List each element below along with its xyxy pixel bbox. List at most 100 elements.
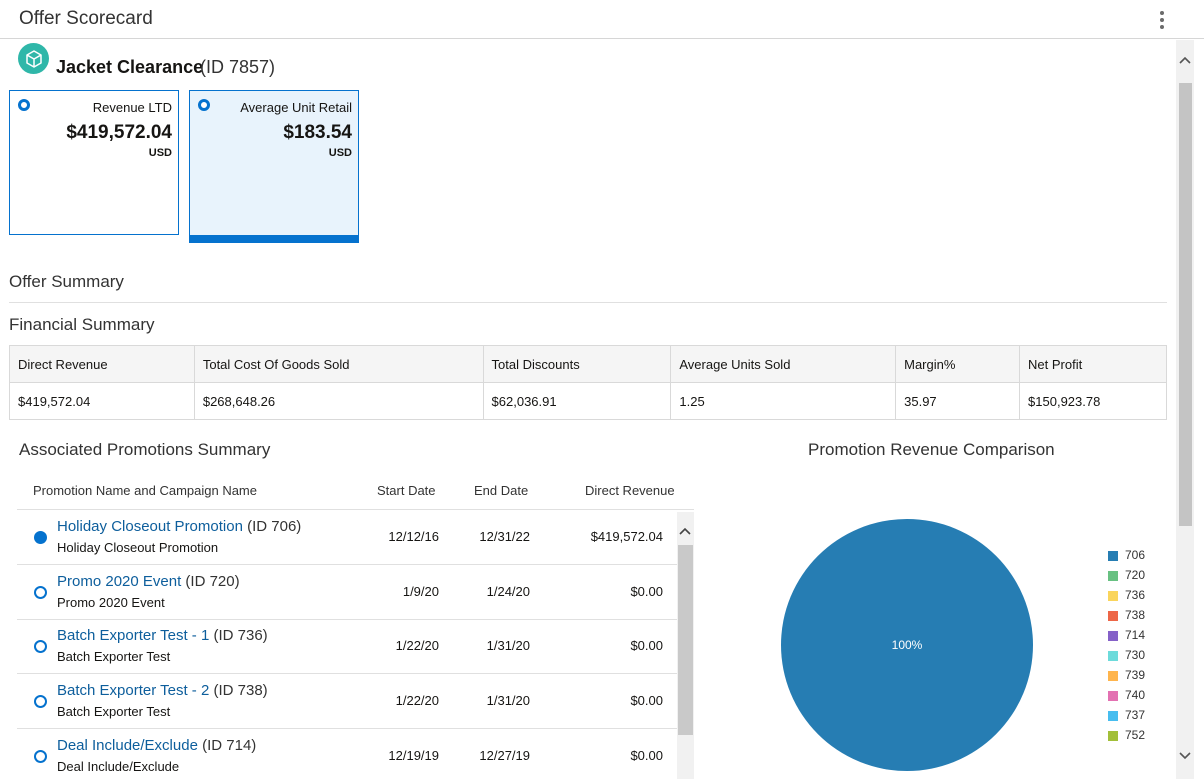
- offer-id: (ID 7857): [200, 57, 276, 77]
- end-date: 12/31/22: [479, 529, 530, 544]
- table-cell: $419,572.04: [9, 382, 195, 420]
- legend-label: 737: [1125, 708, 1146, 722]
- start-date: 12/12/16: [388, 529, 439, 544]
- slice-data-label: 100%: [892, 638, 923, 652]
- financial-summary-table: Direct Revenue Total Cost Of Goods Sold …: [9, 345, 1167, 420]
- row-radio[interactable]: [34, 695, 47, 708]
- table-cell: $62,036.91: [482, 382, 672, 420]
- legend-label: 720: [1125, 568, 1146, 582]
- column-header: Margin%: [895, 345, 1021, 383]
- list-scroll-up-icon[interactable]: [678, 523, 692, 541]
- end-date: 12/27/19: [479, 748, 530, 763]
- row-radio[interactable]: [34, 531, 47, 544]
- campaign-name: Holiday Closeout Promotion: [57, 540, 219, 555]
- promotion-id: (ID 720): [185, 573, 240, 590]
- row-radio[interactable]: [34, 750, 47, 763]
- table-row: $419,572.04 $268,648.26 $62,036.91 1.25 …: [9, 382, 1167, 420]
- promotions-scroll-thumb[interactable]: [678, 545, 693, 735]
- direct-revenue: $419,572.04: [590, 529, 663, 544]
- list-item[interactable]: Batch Exporter Test - 1 (ID 736) Batch E…: [17, 619, 677, 674]
- end-date: 1/31/20: [486, 693, 530, 708]
- column-header: Total Cost Of Goods Sold: [193, 345, 484, 383]
- legend-label: 714: [1125, 628, 1146, 642]
- legend-swatch: [1108, 571, 1118, 581]
- legend-label: 736: [1125, 588, 1146, 602]
- table-cell: $150,923.78: [1019, 382, 1167, 420]
- legend-label: 738: [1125, 608, 1146, 622]
- direct-revenue: $0.00: [630, 584, 663, 599]
- list-item[interactable]: Promo 2020 Event (ID 720) Promo 2020 Eve…: [17, 565, 677, 620]
- metric-tile-average-unit-retail[interactable]: Average Unit Retail $183.54 USD: [189, 90, 359, 243]
- table-cell: 35.97: [895, 382, 1021, 420]
- end-date: 1/24/20: [486, 584, 530, 599]
- tile-value: $183.54: [283, 122, 352, 143]
- tile-radio[interactable]: [198, 99, 210, 111]
- promotion-name-link[interactable]: Promo 2020 Event: [57, 573, 182, 590]
- legend-swatch: [1108, 711, 1118, 721]
- page-title: Offer Scorecard: [19, 8, 153, 29]
- legend-label: 730: [1125, 648, 1146, 662]
- column-header: Total Discounts: [482, 345, 672, 383]
- chart-title: Promotion Revenue Comparison: [808, 440, 1055, 459]
- direct-revenue: $0.00: [630, 693, 663, 708]
- promotion-id: (ID 706): [247, 518, 302, 535]
- kebab-icon[interactable]: [1152, 9, 1172, 31]
- direct-revenue: $0.00: [630, 638, 663, 653]
- promotion-id: (ID 738): [213, 682, 268, 699]
- list-item[interactable]: Batch Exporter Test - 2 (ID 738) Batch E…: [17, 674, 677, 729]
- promotion-title: Batch Exporter Test - 1 (ID 736): [57, 627, 268, 644]
- promotion-id: (ID 714): [202, 737, 257, 754]
- table-header-row: Direct Revenue Total Cost Of Goods Sold …: [9, 345, 1167, 383]
- start-date: 1/22/20: [395, 693, 439, 708]
- promotion-title: Batch Exporter Test - 2 (ID 738): [57, 682, 268, 699]
- tile-currency: USD: [148, 147, 172, 159]
- column-header: Net Profit: [1019, 345, 1167, 383]
- direct-revenue: $0.00: [630, 748, 663, 763]
- page-scroll-thumb[interactable]: [1179, 83, 1192, 526]
- tile-label: Revenue LTD: [92, 100, 172, 115]
- row-radio[interactable]: [34, 640, 47, 653]
- tile-value: $419,572.04: [66, 122, 172, 143]
- list-item[interactable]: Deal Include/Exclude (ID 714) Deal Inclu…: [17, 729, 677, 779]
- legend-swatch: [1108, 671, 1118, 681]
- promotion-name-link[interactable]: Deal Include/Exclude: [57, 737, 198, 754]
- tile-currency: USD: [328, 147, 352, 159]
- campaign-name: Batch Exporter Test: [57, 704, 171, 719]
- column-header-name: Promotion Name and Campaign Name: [33, 483, 257, 498]
- metric-tile-revenue-ltd[interactable]: Revenue LTD $419,572.04 USD: [9, 90, 179, 235]
- header-divider: [17, 509, 694, 510]
- legend-swatch: [1108, 631, 1118, 641]
- start-date: 1/22/20: [395, 638, 439, 653]
- column-header-end-date: End Date: [474, 483, 529, 498]
- end-date: 1/31/20: [486, 638, 530, 653]
- promotion-title: Promo 2020 Event (ID 720): [57, 573, 240, 590]
- legend-swatch: [1108, 651, 1118, 661]
- promotion-name-link[interactable]: Batch Exporter Test - 2: [57, 682, 210, 699]
- page-header: Offer Scorecard: [0, 0, 1204, 39]
- legend-label: 706: [1125, 548, 1146, 562]
- table-cell: 1.25: [670, 382, 897, 420]
- financial-summary-heading: Financial Summary: [9, 315, 155, 334]
- promotion-name-link[interactable]: Holiday Closeout Promotion: [57, 518, 243, 535]
- scroll-down-icon[interactable]: [1176, 746, 1194, 766]
- tile-label: Average Unit Retail: [240, 100, 352, 115]
- row-radio[interactable]: [34, 586, 47, 599]
- legend-swatch: [1108, 731, 1118, 741]
- promotion-name-link[interactable]: Batch Exporter Test - 1: [57, 627, 210, 644]
- legend-label: 752: [1125, 728, 1146, 742]
- legend-label: 740: [1125, 688, 1146, 702]
- pie-slice-706[interactable]: [781, 519, 1033, 771]
- start-date: 1/9/20: [402, 584, 439, 599]
- offer-name: Jacket Clearance: [56, 57, 204, 77]
- legend-swatch: [1108, 691, 1118, 701]
- column-header: Average Units Sold: [670, 345, 897, 383]
- tile-radio[interactable]: [18, 99, 30, 111]
- campaign-name: Batch Exporter Test: [57, 649, 171, 664]
- list-item[interactable]: Holiday Closeout Promotion (ID 706) Holi…: [17, 510, 677, 565]
- pie-chart[interactable]: 100%: [780, 518, 1034, 772]
- legend-label: 739: [1125, 668, 1146, 682]
- scroll-up-icon[interactable]: [1176, 50, 1194, 70]
- section-divider: [9, 302, 1167, 303]
- promotion-id: (ID 736): [213, 627, 268, 644]
- column-header: Direct Revenue: [9, 345, 195, 383]
